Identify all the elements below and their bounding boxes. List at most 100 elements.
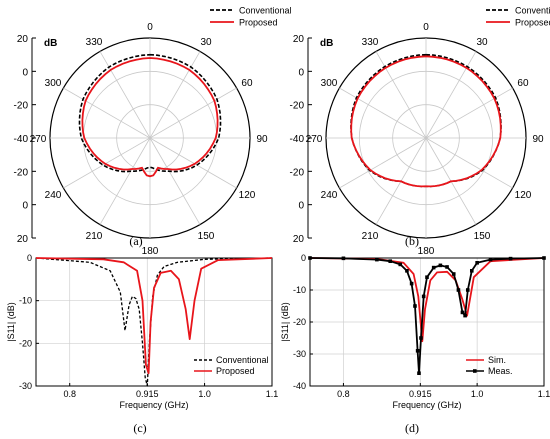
polar-spoke [99,51,151,139]
angle-tick-label: 60 [241,78,253,89]
x-tick-label: 0.8 [337,389,350,399]
data-point [398,262,403,267]
data-point [409,281,414,286]
data-point [463,313,467,318]
series-line-proposed [35,257,273,375]
angle-tick-label: 60 [517,78,529,89]
radial-tick-label: 20 [17,34,29,45]
angle-tick-label: 30 [200,37,212,48]
polar-chart-a: (a) 0306090120150180210240270300330200-2… [14,6,292,258]
radial-tick-label: -20 [290,101,305,112]
y-tick-label: -30 [293,349,306,359]
angle-tick-label: 90 [256,134,268,145]
data-point [405,269,409,273]
angle-tick-label: 180 [418,246,435,257]
angle-tick-label: 240 [321,190,338,201]
legend-label: Sim. [488,355,506,365]
angle-tick-label: 0 [423,22,429,33]
angle-tick-label: 150 [474,231,491,242]
data-point [425,275,429,279]
polar-spoke [425,51,477,139]
data-point [375,257,379,262]
y-tick-label: 0 [301,253,306,263]
angle-tick-label: 210 [86,231,103,242]
x-tick-label: 1.1 [266,389,279,399]
data-point [421,294,426,299]
angle-tick-label: 210 [362,231,379,242]
polar-spoke [149,87,237,139]
data-point [341,256,346,261]
legend-label: Proposed [239,18,278,28]
polar-spoke [63,137,151,189]
angle-tick-label: 300 [321,78,338,89]
legend-label: Proposed [216,366,255,376]
series-line-conventional [35,257,273,387]
x-tick-label: 0.8 [63,389,76,399]
radial-tick-label: 0 [22,67,28,78]
legend-label: Conventional [216,355,269,365]
y-axis-label: |S11| (dB) [280,302,290,342]
line-chart-d: (d) 0.8 0.915 1.0 1.1 0 -10 -20 -30 -40 Frequency… [280,253,550,435]
legend-label: Conventional [515,6,550,16]
legend-label: Conventional [239,6,292,16]
data-point [465,288,470,292]
series-line-proposed [81,57,219,178]
caption-d: (d) [405,421,419,435]
angle-tick-label: 300 [45,78,62,89]
polar-spoke [425,87,513,139]
polar-spoke [339,137,427,189]
data-point [508,256,513,261]
data-point [445,265,449,269]
y-tick-label: 0 [27,253,32,263]
line-chart-c: (c) 0.8 0.915 1.0 1.1 0 -10 -20 -30 Frequency (G… [6,253,278,435]
data-point [415,349,420,353]
y-tick-label: -30 [19,381,32,391]
plot-frame [35,257,273,387]
angle-tick-label: 120 [239,190,256,201]
caption-c: (c) [133,421,146,435]
radial-tick-label: 0 [22,201,28,212]
polar-spoke [63,87,151,139]
y-tick-label: -20 [19,338,32,348]
polar-spoke [375,51,427,139]
y-tick-label: -10 [293,285,306,295]
angle-tick-label: 240 [45,190,62,201]
x-tick-label: 1.0 [198,389,211,399]
data-point [542,256,546,260]
legend-label: Meas. [488,366,513,376]
radial-tick-label: 20 [17,234,29,245]
angle-tick-label: 90 [532,134,544,145]
data-point [308,256,312,260]
x-tick-label: 1.0 [471,389,484,399]
series-line-conventional [78,53,222,173]
radial-tick-label: 0 [298,67,304,78]
data-point [419,336,423,340]
legend-marker [473,369,477,373]
angle-tick-label: 150 [198,231,215,242]
y-tick-label: -40 [293,381,306,391]
data-point [388,259,393,263]
x-axis-label: Frequency (GHz) [392,400,461,410]
polar-spoke [339,87,427,139]
y-tick-label: -20 [293,317,306,327]
angle-tick-label: 180 [142,246,159,257]
data-point [456,288,461,292]
radial-tick-label: 20 [293,234,305,245]
unit-label: dB [320,38,333,49]
radial-tick-label: -20 [290,167,305,178]
angle-tick-label: 270 [30,134,47,145]
angle-tick-label: 0 [147,22,153,33]
polar-spoke [425,137,513,189]
radial-tick-label: 0 [298,201,304,212]
angle-tick-label: 30 [476,37,488,48]
polar-spoke [99,137,151,225]
data-point [451,272,456,276]
data-point [488,257,493,262]
unit-label: dB [44,38,57,49]
data-point [431,265,436,270]
radial-tick-label: -20 [14,101,29,112]
angle-tick-label: 330 [362,37,379,48]
data-point [469,269,474,273]
x-axis-label: Frequency (GHz) [119,400,188,410]
